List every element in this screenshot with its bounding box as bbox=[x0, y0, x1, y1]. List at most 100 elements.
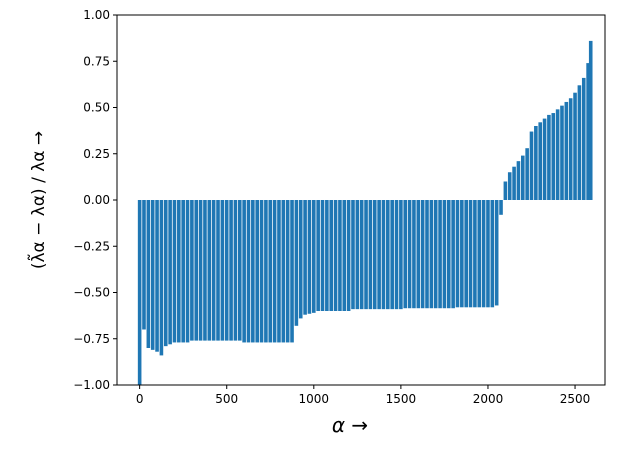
x-tick-label: 0 bbox=[136, 392, 144, 406]
bar bbox=[538, 122, 543, 200]
bar bbox=[146, 200, 151, 348]
bar bbox=[194, 200, 199, 341]
bar bbox=[520, 155, 525, 200]
bar bbox=[460, 200, 464, 308]
bar bbox=[268, 200, 273, 343]
bar bbox=[560, 105, 564, 200]
bar bbox=[316, 200, 320, 311]
y-tick-label: −0.75 bbox=[73, 332, 110, 346]
bar bbox=[233, 200, 238, 341]
bar bbox=[377, 200, 381, 310]
x-tick-label: 2500 bbox=[560, 392, 591, 406]
bar bbox=[368, 200, 373, 310]
bar bbox=[346, 200, 351, 311]
y-tick-label: −0.50 bbox=[73, 286, 110, 300]
bar bbox=[294, 200, 299, 326]
x-axis-label: α → bbox=[332, 413, 368, 437]
bar bbox=[342, 200, 347, 311]
bar bbox=[264, 200, 268, 343]
bar bbox=[534, 126, 538, 200]
x-tick-label: 1000 bbox=[299, 392, 330, 406]
bar bbox=[372, 200, 377, 310]
bar bbox=[142, 200, 146, 330]
bar bbox=[277, 200, 281, 343]
bar bbox=[525, 148, 529, 200]
bar bbox=[163, 200, 168, 347]
bar bbox=[181, 200, 185, 343]
bar bbox=[220, 200, 225, 341]
bar bbox=[455, 200, 460, 308]
bar bbox=[438, 200, 442, 309]
bar bbox=[386, 200, 390, 310]
bar bbox=[185, 200, 190, 343]
bar bbox=[394, 200, 399, 310]
bar bbox=[568, 98, 573, 200]
y-axis-label: (λ̃α − λα) / λα → bbox=[27, 131, 49, 269]
bar bbox=[586, 63, 590, 200]
bar bbox=[229, 200, 233, 341]
bar bbox=[246, 200, 251, 343]
y-tick-label: 0.75 bbox=[83, 54, 110, 68]
bar bbox=[564, 101, 569, 200]
x-tick-label: 1500 bbox=[386, 392, 417, 406]
bar bbox=[259, 200, 264, 343]
bar bbox=[333, 200, 338, 311]
bar bbox=[412, 200, 416, 309]
bar bbox=[307, 200, 312, 314]
bar bbox=[303, 200, 307, 315]
bar bbox=[355, 200, 360, 310]
bar bbox=[177, 200, 181, 343]
bar bbox=[588, 40, 593, 201]
bar bbox=[168, 200, 172, 345]
bar bbox=[251, 200, 255, 343]
x-tick-label: 2000 bbox=[473, 392, 504, 406]
bar bbox=[150, 200, 155, 350]
bar bbox=[399, 200, 403, 310]
bar bbox=[446, 200, 451, 309]
bar bbox=[555, 109, 560, 200]
bar bbox=[242, 200, 246, 343]
bar bbox=[390, 200, 394, 310]
bar bbox=[468, 200, 473, 308]
bar bbox=[542, 118, 547, 200]
bar bbox=[407, 200, 412, 309]
bar bbox=[416, 200, 421, 309]
bar bbox=[507, 172, 512, 200]
y-tick-label: 1.00 bbox=[83, 8, 110, 22]
bar bbox=[320, 200, 325, 311]
bar bbox=[255, 200, 259, 343]
y-tick-label: −0.25 bbox=[73, 239, 110, 253]
bar bbox=[159, 200, 164, 356]
bar bbox=[203, 200, 207, 341]
bar bbox=[529, 131, 534, 200]
bar bbox=[473, 200, 477, 308]
bar bbox=[577, 85, 582, 200]
bar bbox=[420, 200, 425, 309]
bar bbox=[503, 181, 508, 200]
y-tick-label: 0.25 bbox=[83, 147, 110, 161]
bar bbox=[364, 200, 368, 310]
bar bbox=[281, 200, 286, 343]
bar bbox=[499, 200, 503, 215]
bar bbox=[137, 200, 142, 385]
bar bbox=[516, 161, 521, 200]
bar bbox=[547, 114, 551, 200]
bar bbox=[381, 200, 386, 310]
bar bbox=[207, 200, 212, 341]
bar bbox=[237, 200, 242, 341]
bar bbox=[190, 200, 194, 341]
bar bbox=[442, 200, 447, 309]
bar bbox=[451, 200, 455, 309]
y-tick-label: 0.50 bbox=[83, 101, 110, 115]
bar bbox=[290, 200, 294, 343]
bar bbox=[224, 200, 229, 341]
bar bbox=[551, 113, 556, 200]
bar bbox=[155, 200, 159, 352]
bar bbox=[486, 200, 490, 308]
bar bbox=[298, 200, 303, 319]
bar bbox=[429, 200, 434, 309]
bar bbox=[477, 200, 482, 308]
x-tick-label: 500 bbox=[215, 392, 238, 406]
bar bbox=[481, 200, 486, 308]
